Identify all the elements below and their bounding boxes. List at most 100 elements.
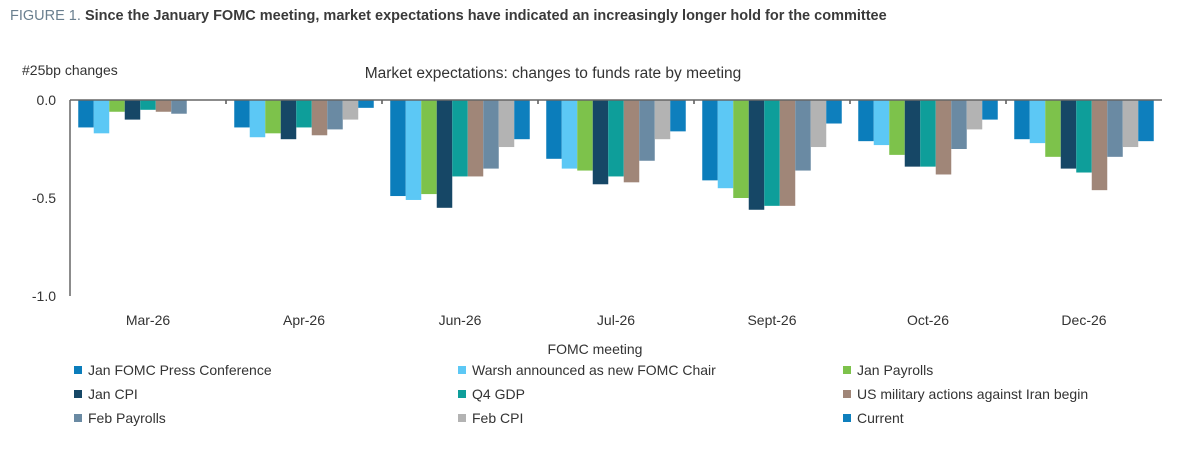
bar (78, 100, 94, 128)
legend-swatch (74, 366, 82, 374)
bar (764, 100, 780, 206)
y-tick-label: 0.0 (37, 92, 57, 108)
bar (966, 100, 983, 130)
bar-chart: #25bp changes Market expectations: chang… (22, 62, 1162, 357)
figure-title: FIGURE 1. Since the January FOMC meeting… (10, 8, 887, 24)
legend-label: Feb Payrolls (88, 410, 166, 426)
legend-swatch (843, 414, 851, 422)
bar (1014, 100, 1030, 140)
legend-swatch (843, 390, 851, 398)
bar (342, 100, 359, 120)
bar (358, 100, 374, 108)
bar (109, 100, 125, 112)
bar (904, 100, 921, 167)
legend-swatch (843, 366, 851, 374)
legend-item: Jan FOMC Press Conference (74, 362, 272, 378)
bar (873, 100, 890, 146)
bar (249, 100, 266, 138)
y-axis-label: #25bp changes (22, 62, 118, 78)
legend-item: Jan Payrolls (843, 362, 933, 378)
bar (265, 100, 281, 134)
legend-swatch (458, 414, 466, 422)
legend-swatch (74, 414, 82, 422)
legend-label: Q4 GDP (472, 386, 525, 402)
legend-item: Feb Payrolls (74, 410, 166, 426)
chart-title: Market expectations: changes to funds ra… (365, 65, 742, 82)
legend-label: Current (857, 410, 904, 426)
bar (93, 100, 110, 134)
bar (498, 100, 515, 148)
legend-label: Warsh announced as new FOMC Chair (472, 362, 716, 378)
x-axis-label: FOMC meeting (548, 341, 643, 357)
bar (826, 100, 842, 124)
legend-label: Jan Payrolls (857, 362, 934, 378)
x-tick-label: Oct-26 (907, 312, 949, 328)
bar (467, 100, 484, 177)
bar (436, 100, 453, 208)
bar (514, 100, 530, 140)
bar (639, 100, 655, 161)
bar (951, 100, 967, 149)
bar (452, 100, 468, 177)
bar (748, 100, 765, 210)
figure-title-text: Since the January FOMC meeting, market e… (84, 8, 887, 24)
bar (546, 100, 562, 159)
x-tick-label: Jul-26 (597, 312, 635, 328)
x-tick-label: Mar-26 (126, 312, 171, 328)
bar (1029, 100, 1046, 144)
legend-label: Jan FOMC Press Conference (88, 362, 272, 378)
bar (1076, 100, 1092, 173)
x-tick-label: Sept-26 (747, 312, 796, 328)
legend-item: Current (843, 410, 904, 426)
bar (858, 100, 874, 142)
legend-item: US military actions against Iran begin (843, 386, 1088, 402)
bar (733, 100, 749, 198)
legend-label: Jan CPI (88, 386, 138, 402)
legend-label: Feb CPI (472, 410, 524, 426)
bar (280, 100, 297, 140)
bar (155, 100, 172, 112)
bar (717, 100, 734, 189)
figure-label: FIGURE 1. (10, 8, 81, 24)
legend-item: Feb CPI (458, 410, 523, 426)
bar (577, 100, 593, 171)
bar (795, 100, 811, 171)
bar (920, 100, 936, 167)
bar (171, 100, 187, 114)
bar (296, 100, 312, 128)
bar (1091, 100, 1108, 191)
bar (327, 100, 343, 130)
bar (1138, 100, 1154, 142)
legend-item: Q4 GDP (458, 386, 525, 402)
bar (702, 100, 718, 181)
legend-item: Warsh announced as new FOMC Chair (458, 362, 716, 378)
x-tick-label: Jun-26 (439, 312, 482, 328)
bar (779, 100, 796, 206)
bar (483, 100, 499, 169)
y-tick-label: -1.0 (32, 288, 56, 304)
bar (1045, 100, 1061, 157)
x-tick-label: Dec-26 (1061, 312, 1106, 328)
bar (1060, 100, 1077, 169)
bar (810, 100, 827, 148)
bar (889, 100, 905, 155)
bar (982, 100, 998, 120)
legend-item: Jan CPI (74, 386, 138, 402)
bar (405, 100, 422, 200)
bar (1122, 100, 1139, 148)
bar (561, 100, 578, 169)
legend-label: US military actions against Iran begin (857, 386, 1089, 402)
legend-swatch (458, 390, 466, 398)
bar (311, 100, 328, 136)
legend-swatch (458, 366, 466, 374)
bar (935, 100, 952, 175)
bar (124, 100, 141, 120)
bar (623, 100, 640, 183)
bar (608, 100, 624, 177)
y-tick-label: -0.5 (32, 190, 56, 206)
bar (1107, 100, 1123, 157)
bar (234, 100, 250, 128)
bar (421, 100, 437, 195)
bar (654, 100, 671, 140)
x-tick-label: Apr-26 (283, 312, 325, 328)
